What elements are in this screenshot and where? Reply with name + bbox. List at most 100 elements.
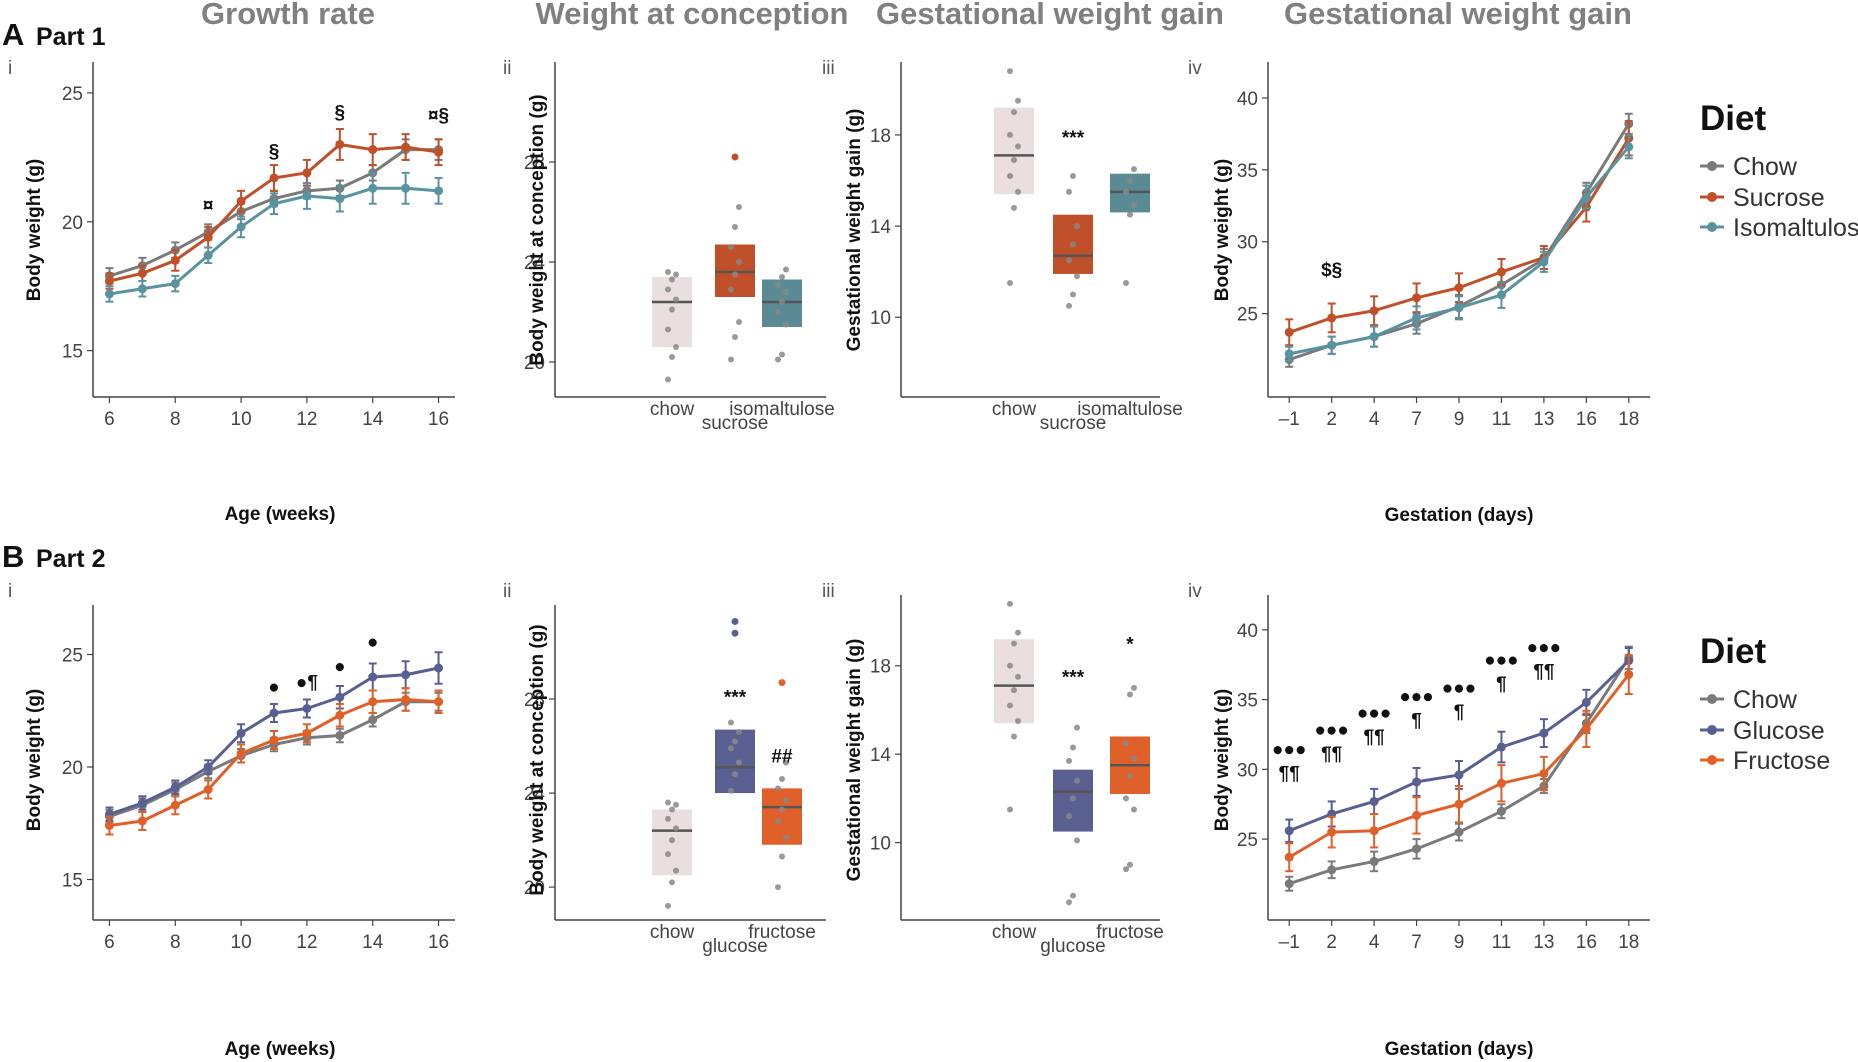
data-point (736, 259, 742, 265)
data-point (783, 289, 789, 295)
y-tick-label: 14 (870, 745, 892, 766)
significance-marker: ¶¶ (1533, 662, 1554, 683)
y-tick-label: 40 (1237, 621, 1258, 642)
significance-marker: ● (367, 632, 378, 653)
significance-marker: ●●● (1399, 686, 1433, 707)
data-point (1007, 131, 1013, 138)
data-point (665, 376, 671, 383)
panel-label: ii (503, 581, 511, 602)
x-tick-label: 12 (296, 932, 317, 953)
data-point (1074, 777, 1080, 784)
data-point (203, 762, 213, 772)
data-point (1015, 188, 1021, 195)
data-point (1066, 188, 1072, 195)
significance-marker: § (269, 141, 280, 162)
legend-label: Chow (1733, 686, 1798, 714)
x-tick-label: 2 (1326, 409, 1337, 430)
y-tick-label: 35 (1237, 691, 1258, 712)
data-point (1127, 211, 1133, 218)
x-axis-label: Age (weeks) (225, 504, 336, 525)
data-point (1284, 349, 1294, 359)
data-point (732, 224, 738, 230)
part-label-1: Part 1 (36, 23, 106, 51)
data-point (1327, 313, 1337, 323)
box-sucrose (1053, 172, 1093, 309)
legend-swatch-dot (1707, 161, 1717, 171)
data-point (1131, 755, 1137, 762)
panel-label: i (8, 581, 12, 602)
legend-title: Diet (1700, 99, 1766, 138)
data-point (1011, 156, 1017, 163)
y-tick-label: 30 (1237, 760, 1258, 781)
data-point (1496, 806, 1506, 816)
y-tick-label: 15 (62, 871, 83, 892)
data-point (1454, 827, 1464, 837)
data-point (170, 279, 180, 289)
y-tick-label: 20 (62, 758, 83, 779)
part-label-2: Part 2 (36, 545, 105, 573)
data-point (669, 879, 675, 886)
x-tick-label: 7 (1411, 932, 1422, 953)
data-point (1007, 172, 1013, 179)
category-label: sucrose (1040, 413, 1107, 434)
data-point (1070, 241, 1076, 248)
data-point (775, 281, 781, 288)
data-point (401, 183, 411, 193)
data-point (1369, 856, 1379, 866)
y-tick-label: 28 (524, 153, 545, 174)
y-axis-label: Gestational weight gain (g) (844, 639, 865, 882)
data-point (779, 775, 785, 782)
x-tick-label: 16 (1576, 932, 1597, 953)
y-tick-label: 25 (62, 84, 83, 105)
y-tick-label: 25 (62, 646, 83, 667)
data-point (1412, 810, 1422, 820)
data-point (137, 798, 147, 808)
data-point (137, 816, 147, 826)
y-axis-label: Body weight (g) (24, 689, 45, 831)
data-point (1074, 223, 1080, 230)
x-axis-label: Age (weeks) (225, 1039, 336, 1060)
data-point (203, 232, 213, 242)
y-tick-label: 35 (1237, 161, 1258, 182)
legend-label: Glucose (1733, 717, 1825, 745)
x-tick-label: –1 (1279, 932, 1300, 953)
data-point (1011, 640, 1017, 647)
outlier-point (731, 153, 739, 161)
data-point (1412, 844, 1422, 854)
data-point (1074, 724, 1080, 731)
data-point (104, 821, 114, 830)
series-isomaltulose (1284, 134, 1634, 363)
box-range (994, 639, 1034, 724)
data-point (779, 274, 785, 280)
data-point (1015, 718, 1021, 725)
data-point (1624, 142, 1634, 152)
column-header-growth-rate: Growth rate (201, 0, 375, 31)
data-point (775, 818, 781, 825)
data-point (1074, 273, 1080, 280)
data-point (783, 834, 789, 841)
data-point (775, 356, 781, 363)
data-point (137, 284, 147, 294)
significance-marker: ●●● (1272, 739, 1306, 760)
data-point (1539, 257, 1549, 267)
data-point (368, 145, 378, 155)
box-sucrose (715, 153, 755, 363)
x-tick-label: 16 (1576, 409, 1597, 430)
data-point (1284, 879, 1294, 889)
x-tick-label: –1 (1279, 409, 1300, 430)
data-point (302, 191, 312, 201)
data-point (368, 672, 378, 682)
data-point (783, 266, 789, 273)
data-point (728, 745, 734, 752)
data-point (1369, 826, 1379, 836)
data-point (1011, 687, 1017, 694)
data-point (104, 289, 114, 299)
data-point (335, 710, 345, 720)
y-axis-label: Body weight (g) (24, 159, 45, 301)
data-point (673, 344, 679, 350)
data-point (673, 867, 679, 874)
panel-label: iii (822, 581, 835, 602)
